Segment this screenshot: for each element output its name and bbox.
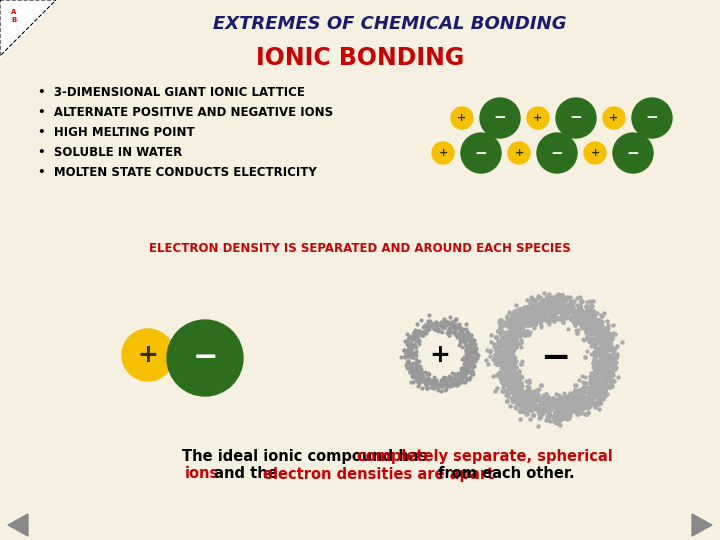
Circle shape <box>556 98 596 138</box>
Text: −: − <box>192 343 217 373</box>
Text: −: − <box>570 111 582 125</box>
Text: +: + <box>438 148 448 158</box>
Text: •  3-DIMENSIONAL GIANT IONIC LATTICE: • 3-DIMENSIONAL GIANT IONIC LATTICE <box>38 86 305 99</box>
Text: +: + <box>609 113 618 123</box>
Circle shape <box>527 107 549 129</box>
Text: from each other.: from each other. <box>433 467 575 482</box>
Circle shape <box>432 142 454 164</box>
Polygon shape <box>0 0 58 58</box>
Circle shape <box>632 98 672 138</box>
Text: •  MOLTEN STATE CONDUCTS ELECTRICITY: • MOLTEN STATE CONDUCTS ELECTRICITY <box>38 166 317 179</box>
Text: ELECTRON DENSITY IS SEPARATED AND AROUND EACH SPECIES: ELECTRON DENSITY IS SEPARATED AND AROUND… <box>149 241 571 254</box>
Circle shape <box>537 133 577 173</box>
Text: ions: ions <box>184 467 219 482</box>
Text: −: − <box>474 145 487 160</box>
Text: •  SOLUBLE IN WATER: • SOLUBLE IN WATER <box>38 146 182 159</box>
Text: A
B: A B <box>12 10 17 23</box>
Polygon shape <box>692 514 712 536</box>
Text: −: − <box>494 111 506 125</box>
Text: EXTREMES OF CHEMICAL BONDING: EXTREMES OF CHEMICAL BONDING <box>213 15 567 33</box>
Text: −: − <box>626 145 639 160</box>
Polygon shape <box>8 514 28 536</box>
Circle shape <box>451 107 473 129</box>
Text: completely separate, spherical: completely separate, spherical <box>357 449 613 463</box>
Circle shape <box>122 329 174 381</box>
Text: •  HIGH MELTING POINT: • HIGH MELTING POINT <box>38 126 194 139</box>
Circle shape <box>584 142 606 164</box>
Circle shape <box>461 133 501 173</box>
Text: −: − <box>540 341 570 375</box>
Text: The ideal ionic compound has: The ideal ionic compound has <box>181 449 432 463</box>
Text: +: + <box>138 343 158 367</box>
Circle shape <box>508 142 530 164</box>
Circle shape <box>480 98 520 138</box>
Text: −: − <box>646 111 658 125</box>
Text: +: + <box>430 343 451 367</box>
Circle shape <box>603 107 625 129</box>
Text: +: + <box>514 148 523 158</box>
Text: and the: and the <box>209 467 283 482</box>
Text: •  ALTERNATE POSITIVE AND NEGATIVE IONS: • ALTERNATE POSITIVE AND NEGATIVE IONS <box>38 106 333 119</box>
Text: +: + <box>534 113 543 123</box>
Text: −: − <box>551 145 563 160</box>
Text: +: + <box>457 113 467 123</box>
Text: +: + <box>590 148 600 158</box>
Text: electron densities are apart: electron densities are apart <box>264 467 495 482</box>
Text: IONIC BONDING: IONIC BONDING <box>256 46 464 70</box>
Circle shape <box>613 133 653 173</box>
Circle shape <box>167 320 243 396</box>
